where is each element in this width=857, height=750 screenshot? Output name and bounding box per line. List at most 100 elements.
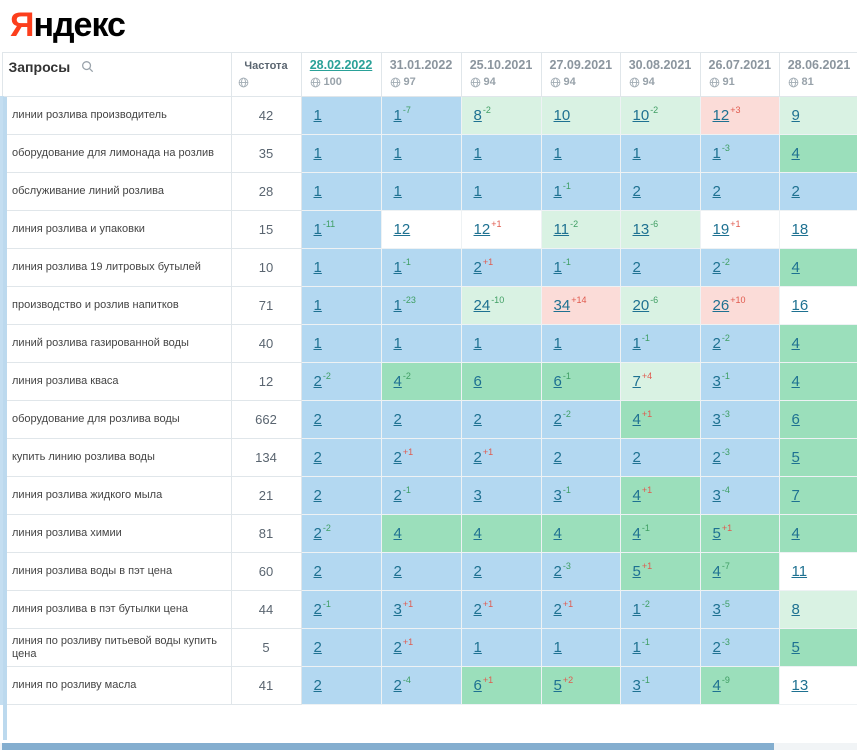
position-link[interactable]: 2-3 <box>553 561 571 580</box>
position-link[interactable]: 7+4 <box>632 371 653 390</box>
position-link[interactable]: 3-1 <box>553 485 571 504</box>
position-link[interactable]: 2-3 <box>712 637 730 656</box>
position-link[interactable]: 1-1 <box>393 257 411 276</box>
position-link[interactable]: 2+1 <box>393 447 414 466</box>
position-link[interactable]: 5 <box>791 638 800 656</box>
search-icon[interactable] <box>81 60 94 73</box>
query-cell[interactable]: линия розлива в пэт бутылки цена <box>0 590 232 629</box>
position-link[interactable]: 1-3 <box>712 143 730 162</box>
column-date-link[interactable]: 27.09.2021 <box>549 58 613 72</box>
position-link[interactable]: 1 <box>473 334 482 352</box>
position-link[interactable]: 4-2 <box>393 371 411 390</box>
query-cell[interactable]: линия по розливу питьевой воды купить це… <box>0 628 232 667</box>
position-link[interactable]: 2-1 <box>313 599 331 618</box>
position-link[interactable]: 12+1 <box>473 219 502 238</box>
position-link[interactable]: 1 <box>313 296 322 314</box>
position-link[interactable]: 3-4 <box>712 485 730 504</box>
position-link[interactable]: 1-2 <box>632 599 650 618</box>
column-date-link[interactable]: 25.10.2021 <box>469 58 533 72</box>
position-link[interactable]: 2 <box>791 182 800 200</box>
horizontal-scrollbar[interactable] <box>0 743 857 750</box>
query-cell[interactable]: линии розлива производитель <box>0 96 232 135</box>
position-link[interactable]: 3+1 <box>393 599 414 618</box>
column-date-link[interactable]: 28.02.2022 <box>309 58 373 72</box>
date-column-header[interactable]: 27.09.2021 94 <box>540 52 621 97</box>
position-link[interactable]: 1 <box>393 144 402 162</box>
position-link[interactable]: 1 <box>313 106 322 124</box>
position-link[interactable]: 2 <box>313 676 322 694</box>
position-link[interactable]: 1 <box>393 182 402 200</box>
position-link[interactable]: 2-2 <box>712 333 730 352</box>
position-link[interactable]: 34+14 <box>553 295 587 314</box>
position-link[interactable]: 1 <box>473 638 482 656</box>
date-column-header[interactable]: 30.08.2021 94 <box>619 52 701 97</box>
position-link[interactable]: 2-3 <box>712 447 730 466</box>
column-date-link[interactable]: 30.08.2021 <box>628 58 692 72</box>
position-link[interactable]: 1-1 <box>553 257 571 276</box>
date-column-header[interactable]: 28.06.2021 81 <box>778 52 857 97</box>
horizontal-scrollbar-thumb[interactable] <box>2 743 774 750</box>
position-link[interactable]: 13-6 <box>632 219 659 238</box>
query-cell[interactable]: производство и розлив напитков <box>0 286 232 325</box>
position-link[interactable]: 1-1 <box>632 637 650 656</box>
column-date-link[interactable]: 26.07.2021 <box>708 58 772 72</box>
position-link[interactable]: 2-1 <box>393 485 411 504</box>
position-link[interactable]: 20-6 <box>632 295 659 314</box>
position-link[interactable]: 2 <box>712 182 721 200</box>
position-link[interactable]: 4-1 <box>632 523 650 542</box>
position-link[interactable]: 26+10 <box>712 295 746 314</box>
position-link[interactable]: 6 <box>473 372 482 390</box>
position-link[interactable]: 2 <box>632 258 641 276</box>
position-link[interactable]: 3 <box>473 486 482 504</box>
position-link[interactable]: 5+2 <box>553 675 574 694</box>
position-link[interactable]: 4 <box>553 524 562 542</box>
position-link[interactable]: 1 <box>313 144 322 162</box>
position-link[interactable]: 2 <box>473 410 482 428</box>
position-link[interactable]: 5 <box>791 448 800 466</box>
query-cell[interactable]: линия розлива и упаковки <box>0 210 232 249</box>
yandex-logo[interactable]: Яндекс <box>10 6 126 45</box>
position-link[interactable]: 1-7 <box>393 105 411 124</box>
position-link[interactable]: 7 <box>791 486 800 504</box>
position-link[interactable]: 3-1 <box>632 675 650 694</box>
position-link[interactable]: 1-1 <box>553 181 571 200</box>
position-link[interactable]: 1 <box>313 258 322 276</box>
position-link[interactable]: 2-2 <box>313 371 331 390</box>
position-link[interactable]: 1 <box>313 334 322 352</box>
position-link[interactable]: 6 <box>791 410 800 428</box>
position-link[interactable]: 10 <box>553 106 571 124</box>
position-link[interactable]: 2 <box>313 410 322 428</box>
position-link[interactable]: 2+1 <box>473 447 494 466</box>
position-link[interactable]: 2 <box>473 562 482 580</box>
position-link[interactable]: 2 <box>313 486 322 504</box>
position-link[interactable]: 2+1 <box>473 599 494 618</box>
query-cell[interactable]: оборудование для розлива воды <box>0 400 232 439</box>
position-link[interactable]: 1 <box>553 638 562 656</box>
position-link[interactable]: 3-3 <box>712 409 730 428</box>
position-link[interactable]: 4 <box>791 334 800 352</box>
column-date-link[interactable]: 31.01.2022 <box>389 58 453 72</box>
position-link[interactable]: 6+1 <box>473 675 494 694</box>
position-link[interactable]: 4 <box>791 144 800 162</box>
position-link[interactable]: 2 <box>632 182 641 200</box>
query-cell[interactable]: линия розлива воды в пэт цена <box>0 552 232 591</box>
position-link[interactable]: 2 <box>553 448 562 466</box>
date-column-header[interactable]: 26.07.2021 91 <box>699 52 780 97</box>
date-column-header[interactable]: 28.02.2022 100 <box>300 52 382 97</box>
position-link[interactable]: 2+1 <box>553 599 574 618</box>
position-link[interactable]: 6-1 <box>553 371 571 390</box>
position-link[interactable]: 2-4 <box>393 675 411 694</box>
position-link[interactable]: 2+1 <box>393 637 414 656</box>
position-link[interactable]: 9 <box>791 106 800 124</box>
position-link[interactable]: 4 <box>473 524 482 542</box>
position-link[interactable]: 1 <box>313 182 322 200</box>
position-link[interactable]: 1 <box>632 144 641 162</box>
position-link[interactable]: 11 <box>791 562 808 580</box>
position-link[interactable]: 2 <box>313 562 322 580</box>
position-link[interactable]: 2-2 <box>313 523 331 542</box>
query-cell[interactable]: обслуживание линий розлива <box>0 172 232 211</box>
position-link[interactable]: 4 <box>791 258 800 276</box>
position-link[interactable]: 1-23 <box>393 295 416 314</box>
position-link[interactable]: 1-11 <box>313 219 336 238</box>
position-link[interactable]: 11-2 <box>553 219 579 238</box>
